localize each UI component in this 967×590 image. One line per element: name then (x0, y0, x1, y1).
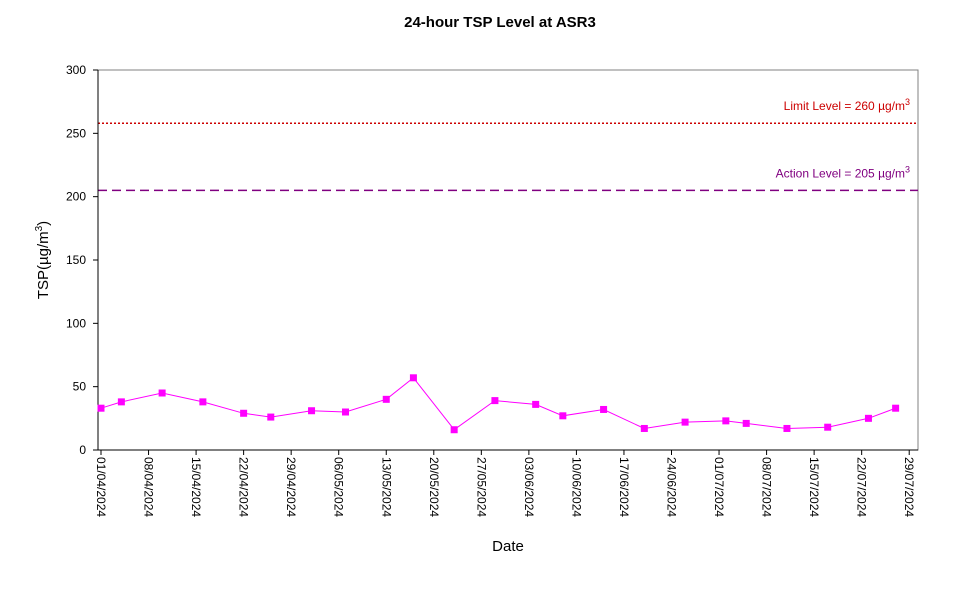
y-tick-label: 300 (66, 63, 86, 77)
data-point (640, 424, 648, 432)
x-tick-label: 01/07/2024 (712, 457, 726, 517)
x-tick-label: 01/04/2024 (94, 457, 108, 517)
data-point (681, 418, 689, 426)
y-tick-label: 50 (73, 380, 87, 394)
y-axis-label: TSP(µg/m3) (34, 221, 52, 299)
x-tick-label: 22/04/2024 (237, 457, 251, 517)
data-point (532, 400, 540, 408)
plot-area (97, 69, 919, 451)
data-point (892, 404, 900, 412)
data-point (267, 413, 275, 421)
x-tick-label: 27/05/2024 (474, 457, 488, 517)
y-tick-label: 100 (66, 316, 86, 330)
x-tick-label: 13/05/2024 (379, 457, 393, 517)
data-point (97, 404, 105, 412)
data-point (742, 419, 750, 427)
x-axis: 01/04/2024 08/04/2024 15/04/2024 22/04/2024… (94, 449, 918, 517)
data-point (824, 423, 832, 431)
data-point (491, 397, 499, 405)
data-point (240, 409, 248, 417)
x-tick-label: 17/06/2024 (617, 457, 631, 517)
data-point (382, 395, 390, 403)
x-tick-label: 15/04/2024 (189, 457, 203, 517)
x-tick-label: 20/05/2024 (427, 457, 441, 517)
data-point (117, 398, 125, 406)
x-tick-label: 29/07/2024 (902, 457, 916, 517)
x-tick-label: 03/06/2024 (522, 457, 536, 517)
x-tick-label: 10/06/2024 (569, 457, 583, 517)
data-point (722, 417, 730, 425)
series-layer (97, 374, 900, 434)
x-axis-label: Date (492, 538, 524, 555)
data-point (199, 398, 207, 406)
x-tick-label: 29/04/2024 (284, 457, 298, 517)
data-point (308, 407, 316, 415)
y-tick-label: 0 (79, 443, 86, 457)
x-tick-label: 15/07/2024 (807, 457, 821, 517)
data-point (783, 424, 791, 432)
chart-title: 24-hour TSP Level at ASR3 (404, 14, 596, 31)
data-point (600, 405, 608, 413)
data-point (158, 389, 166, 397)
reference-line-label: Limit Level = 260 µg/m3 (784, 97, 910, 113)
x-tick-label: 24/06/2024 (665, 457, 679, 517)
reference-line-label: Action Level = 205 µg/m3 (776, 164, 910, 180)
y-tick-label: 200 (66, 190, 86, 204)
data-point (409, 374, 417, 382)
y-axis: 0 50 100 150 200 250 300 (66, 63, 99, 457)
x-tick-label: 22/07/2024 (855, 457, 869, 517)
data-point (342, 408, 349, 416)
data-point (559, 412, 567, 420)
x-tick-label: 08/04/2024 (142, 457, 156, 517)
x-tick-label: 08/07/2024 (760, 457, 774, 517)
data-point (450, 426, 458, 434)
x-tick-label: 06/05/2024 (332, 457, 346, 517)
reference-lines: Limit Level = 260 µg/m3 Action Level = 20… (98, 97, 918, 192)
data-point (864, 414, 872, 422)
y-tick-label: 150 (66, 253, 86, 267)
y-tick-label: 250 (66, 126, 86, 140)
